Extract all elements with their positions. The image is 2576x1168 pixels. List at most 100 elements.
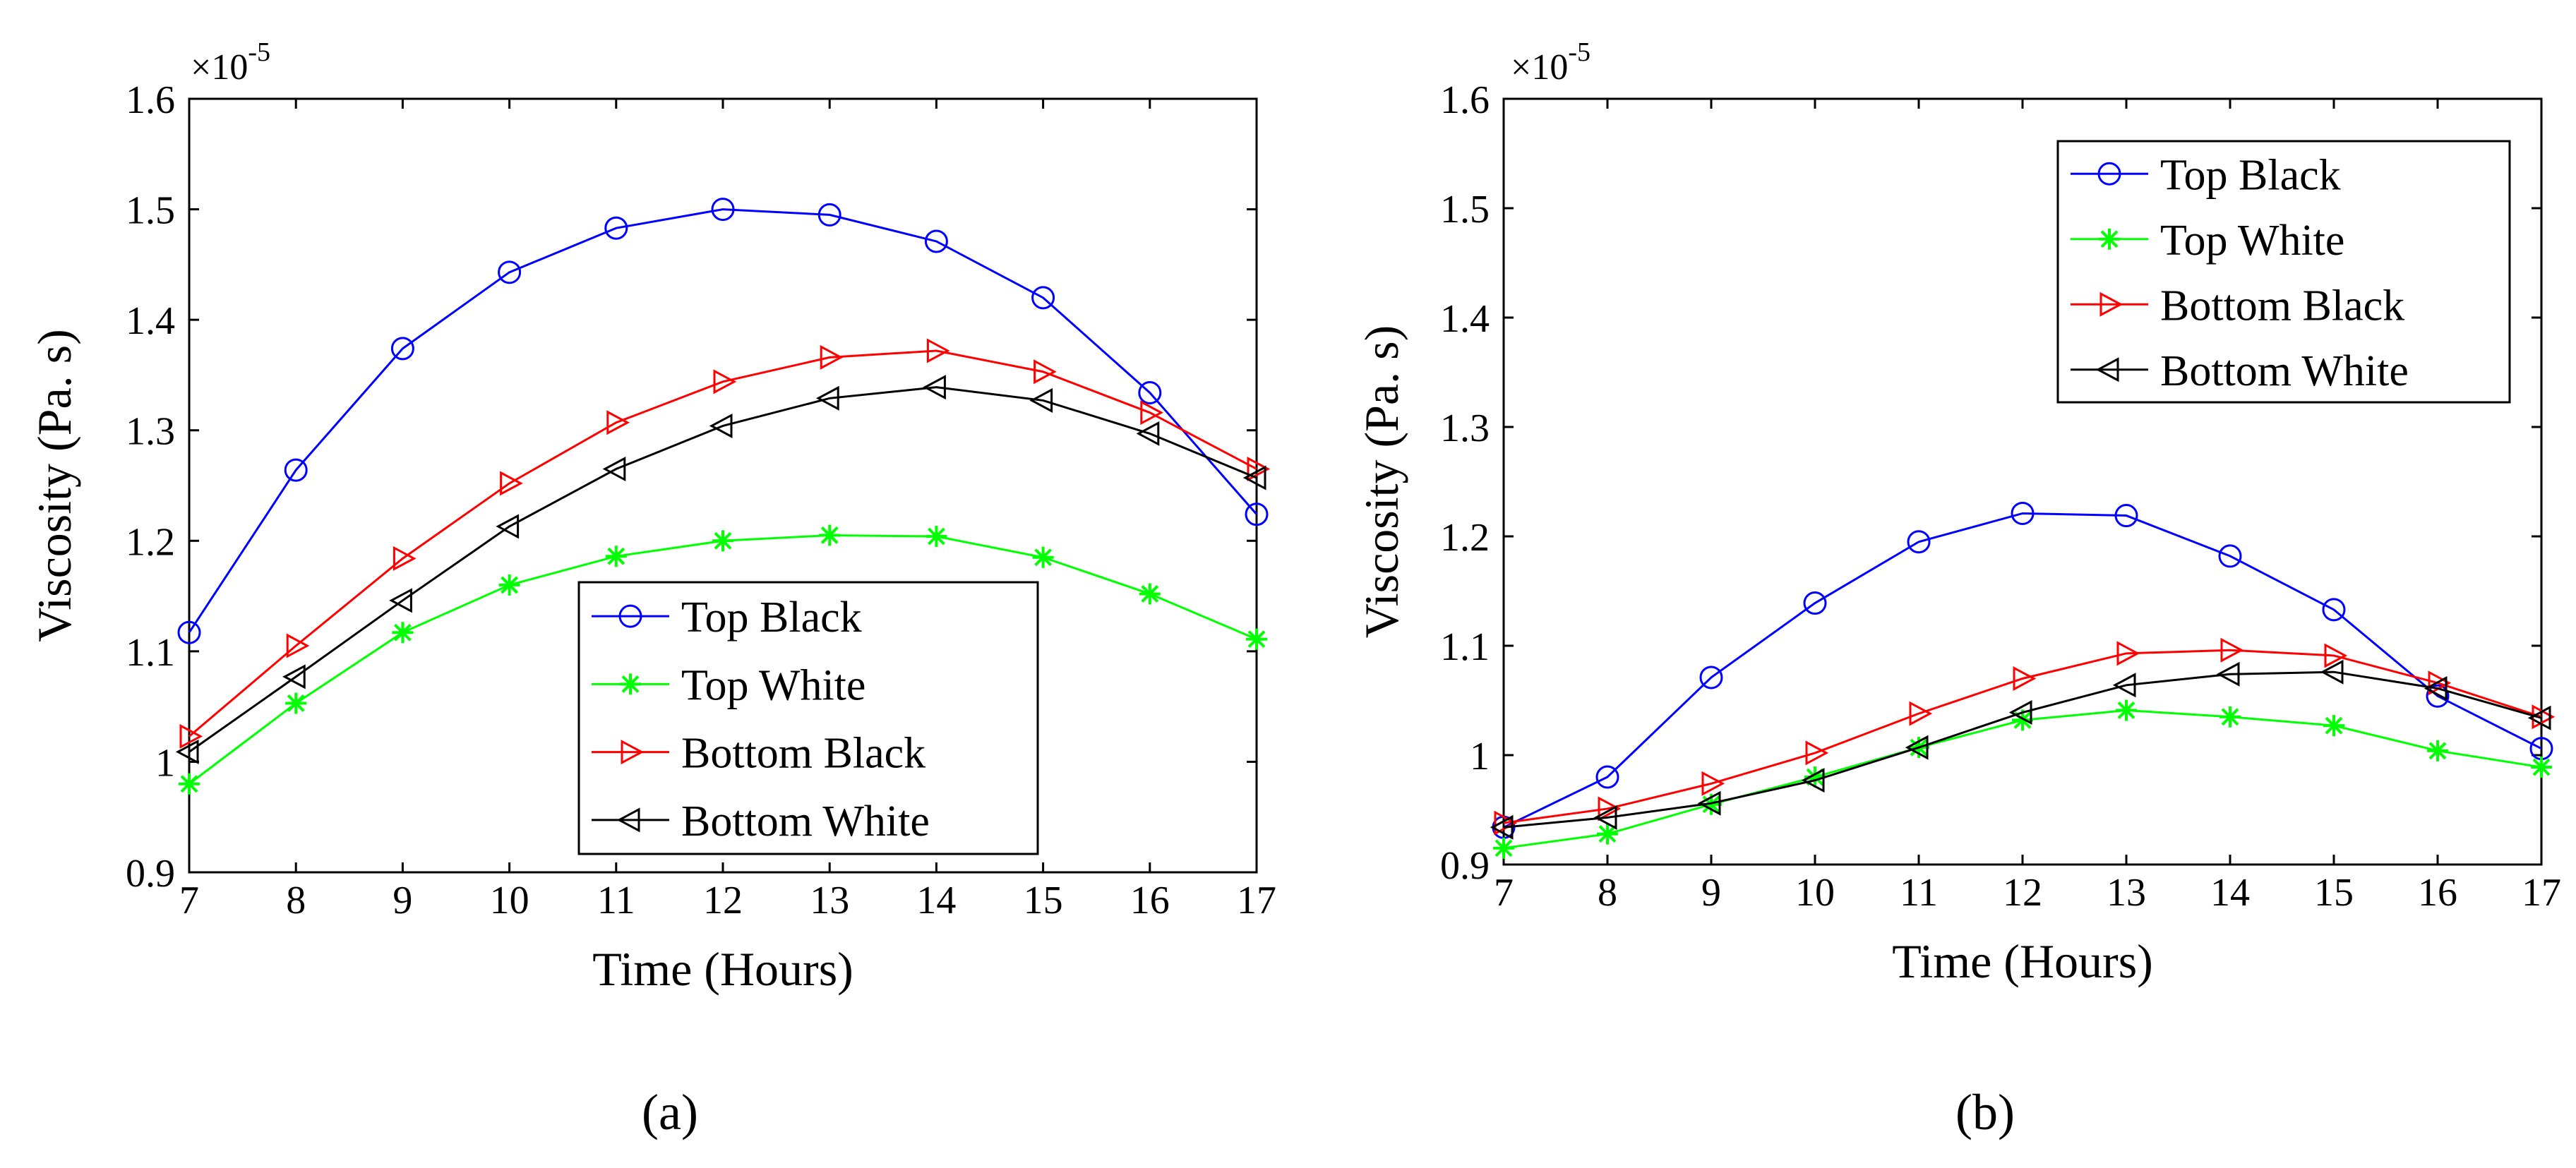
legend: Top Black Top White Bottom Black Bottom Whi… — [577, 581, 1039, 855]
x-tick-label: 10 — [490, 879, 529, 922]
series-line — [188, 386, 1257, 753]
y-axis-title: Viscosity (Pa. s) — [28, 329, 81, 642]
y-tick-label: 1.1 — [1440, 625, 1490, 669]
axis-multiplier-base: ×10 — [1511, 47, 1568, 88]
data-point — [713, 369, 737, 395]
y-axis-title: Viscosity (Pa. s) — [1355, 325, 1408, 639]
data-point — [2424, 675, 2448, 701]
y-tick-label: 1.2 — [1440, 516, 1490, 560]
data-point — [282, 664, 306, 690]
data-point — [175, 739, 199, 764]
data-point — [498, 574, 520, 596]
data-point — [179, 723, 203, 749]
series-line — [1503, 649, 2542, 824]
axis-multiplier: ×10-5 — [1511, 37, 1590, 88]
data-point — [179, 773, 200, 795]
data-point — [1032, 546, 1054, 568]
series-line — [188, 349, 1257, 737]
data-point — [286, 633, 310, 658]
data-point — [1242, 465, 1266, 490]
x-tick-label: 13 — [2107, 871, 2146, 915]
data-point — [1597, 823, 1618, 845]
data-point — [1909, 701, 1933, 726]
data-point — [390, 337, 414, 361]
x-tick-label: 11 — [1900, 871, 1938, 915]
data-point — [816, 385, 839, 411]
data-point — [2116, 699, 2137, 721]
x-tick-label: 14 — [2210, 871, 2250, 915]
y-tick-label: 0.9 — [1440, 844, 1490, 888]
data-point — [819, 524, 841, 546]
x-tick-label: 9 — [1701, 871, 1721, 915]
data-point — [1029, 387, 1053, 413]
legend-marker — [2095, 357, 2119, 383]
data-point — [924, 229, 948, 253]
data-point — [1593, 805, 1617, 830]
legend-entry-label: Bottom Black — [2160, 282, 2404, 330]
y-tick-label: 1 — [155, 741, 175, 785]
axis-multiplier-exponent: -5 — [1568, 37, 1590, 67]
legend-entry-label: Top White — [681, 661, 865, 709]
data-point — [2220, 637, 2244, 663]
y-tick-label: 1.1 — [126, 631, 175, 675]
data-point — [1907, 530, 1931, 554]
data-point — [1598, 796, 1622, 821]
series-bottom-black — [179, 338, 1271, 749]
legend-entry-label: Bottom White — [2160, 347, 2409, 395]
y-tick-label: 1.2 — [126, 520, 175, 564]
data-point — [709, 413, 733, 438]
y-tick-label: 1 — [1470, 735, 1490, 778]
y-tick-label: 1.3 — [126, 410, 175, 454]
data-point — [1801, 768, 1825, 793]
panel-label: (a) — [642, 1084, 698, 1140]
x-tick-label: 10 — [1795, 871, 1835, 915]
axis-multiplier: ×10-5 — [191, 37, 270, 88]
legend-entry-label: Bottom White — [681, 797, 930, 845]
data-point — [1595, 765, 1619, 789]
data-point — [923, 375, 946, 400]
data-point — [2008, 700, 2032, 726]
data-point — [393, 546, 417, 571]
data-point — [177, 620, 201, 644]
series-line — [1503, 670, 2542, 829]
chart-panel-a: 7 8 9 10 11 12 13 14 15 16 17 0.9 1 1.1 1.2 1.3 1.4 1.5 1.… — [28, 37, 1276, 1140]
data-point — [711, 198, 735, 222]
y-tick-label: 1.6 — [126, 78, 175, 122]
legend-entry-label: Bottom Black — [681, 730, 925, 778]
legend-marker — [2097, 162, 2121, 186]
x-tick-label: 15 — [2314, 871, 2354, 915]
series-line — [188, 208, 1258, 634]
x-tick-label: 9 — [393, 879, 412, 922]
legend-marker — [618, 604, 642, 628]
data-point — [1139, 583, 1161, 605]
data-point — [820, 344, 844, 370]
data-point — [2527, 705, 2551, 730]
data-point — [2322, 598, 2346, 622]
data-point — [1701, 793, 1722, 815]
data-point — [602, 457, 626, 482]
x-tick-label: 8 — [1598, 871, 1617, 915]
series-top-white — [179, 524, 1267, 795]
data-point — [1031, 286, 1055, 310]
x-tick-label: 7 — [1494, 871, 1514, 915]
x-tick-label: 13 — [810, 879, 849, 922]
data-point — [2531, 757, 2552, 778]
y-tick-label: 1.6 — [1440, 78, 1490, 122]
x-tick-label: 7 — [179, 879, 199, 922]
data-point — [2114, 504, 2138, 528]
data-point — [2112, 673, 2136, 698]
data-point — [1246, 628, 1267, 650]
x-tick-label: 11 — [597, 879, 635, 922]
data-point — [284, 458, 308, 482]
series-bottom-white — [175, 375, 1266, 764]
data-point — [1905, 735, 1929, 760]
legend-marker — [2099, 291, 2123, 317]
data-point — [606, 410, 630, 435]
data-point — [2320, 659, 2344, 685]
data-point — [1803, 591, 1827, 615]
data-point — [389, 588, 412, 613]
data-point — [2324, 643, 2348, 668]
data-point — [1805, 740, 1829, 766]
data-point — [1140, 400, 1163, 426]
